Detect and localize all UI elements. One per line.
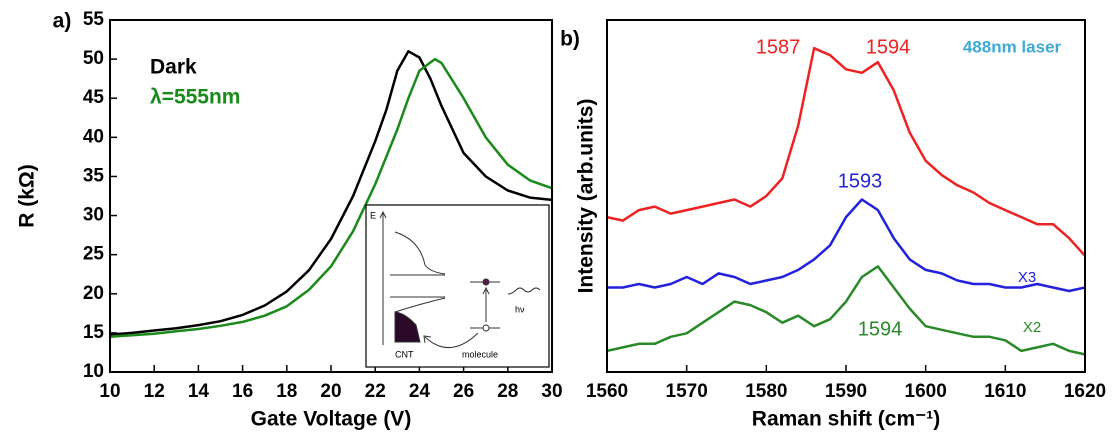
plot-frame [606,19,1086,373]
y-axis-label: Intensity (arb.units) [575,99,598,294]
arrow-head [423,335,432,344]
x-tick-label: 28 [497,381,518,402]
series-line [109,57,553,339]
inset-frame [365,204,550,368]
x-tick-label: 1570 [666,381,708,402]
series-line [109,50,553,336]
annotation: X3 [1018,269,1036,286]
x-tick-label: 1600 [905,381,947,402]
inset-diagram: E hν CNT molecule [365,204,550,368]
annotation: 1594 [858,318,903,340]
inset-label: hν [515,304,525,314]
photon-wave [507,287,541,295]
y-tick-label: 20 [83,283,104,304]
x-tick-label: 1610 [984,381,1026,402]
y-tick-label: 55 [83,9,105,30]
annotation: 488nm laser [963,37,1062,56]
y-axis-label: R (kΩ) [16,164,39,228]
annotation: 1594 [866,36,911,58]
x-tick-label: 20 [320,381,341,402]
annotation: 1587 [756,36,801,58]
x-tick-label: 1590 [825,381,867,402]
legend-entry: Dark [150,56,197,79]
inset-label: CNT [395,349,414,359]
annotation: 1593 [838,170,883,192]
y-tick-label: 45 [83,87,105,108]
band-curve [394,231,446,275]
x-tick-label: 1560 [586,381,628,402]
x-axis-label: Raman shift (cm⁻¹) [752,408,940,431]
hole [482,324,490,332]
x-tick-label: 14 [188,381,210,402]
panel-label: a) [53,10,72,33]
y-tick-label: 35 [83,165,105,186]
y-tick-label: 25 [83,244,105,265]
filled-states [394,311,421,343]
series-line [607,198,1086,293]
x-tick-label: 16 [232,381,253,402]
annotation: X2 [1023,319,1041,336]
inset-label: molecule [462,349,498,359]
series-line [606,46,1086,257]
legend-entry: λ=555nm [150,86,240,109]
arrow-head [482,286,490,295]
axis-arrow [379,210,387,219]
electron [482,278,490,286]
x-tick-label: 18 [276,381,297,402]
y-tick-label: 40 [83,126,104,147]
y-tick-label: 30 [83,205,104,226]
plot-frame [109,19,553,373]
x-axis-label: Gate Voltage (V) [251,408,412,431]
inset-label: E [370,210,376,220]
x-tick-label: 26 [453,381,474,402]
x-tick-label: 12 [144,381,165,402]
x-tick-label: 1620 [1064,381,1106,402]
series-line [606,265,1086,356]
y-tick-label: 50 [83,48,104,69]
x-tick-label: 1580 [745,381,787,402]
y-tick-label: 10 [83,361,104,382]
x-tick-label: 22 [365,381,386,402]
y-tick-label: 15 [83,322,105,343]
x-tick-label: 10 [99,381,120,402]
transfer-arrow [424,332,479,349]
x-tick-label: 30 [541,381,562,402]
x-tick-label: 24 [409,381,431,402]
panel-label: b) [560,28,580,51]
